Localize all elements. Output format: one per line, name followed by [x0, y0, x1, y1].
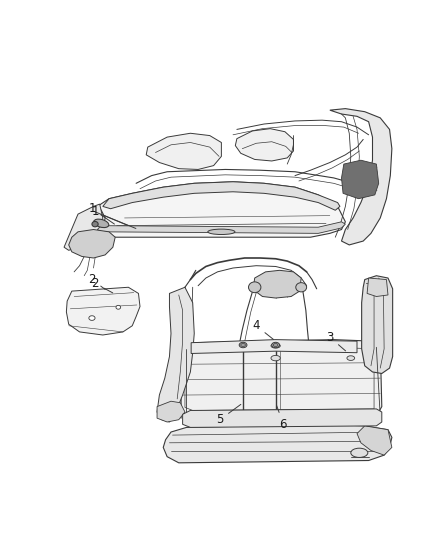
- Ellipse shape: [208, 229, 235, 235]
- Ellipse shape: [89, 316, 95, 320]
- Ellipse shape: [94, 219, 109, 228]
- Polygon shape: [191, 340, 357, 353]
- Polygon shape: [97, 222, 346, 233]
- Ellipse shape: [248, 282, 261, 293]
- Text: 2: 2: [88, 273, 105, 289]
- Polygon shape: [67, 287, 140, 335]
- Polygon shape: [97, 182, 346, 237]
- Text: 6: 6: [276, 406, 287, 431]
- Ellipse shape: [272, 342, 279, 348]
- Polygon shape: [146, 133, 221, 169]
- Ellipse shape: [239, 342, 247, 348]
- Polygon shape: [157, 287, 194, 422]
- Ellipse shape: [351, 448, 368, 457]
- Polygon shape: [179, 340, 382, 417]
- Ellipse shape: [271, 343, 280, 348]
- Text: 1: 1: [91, 205, 136, 229]
- Polygon shape: [103, 182, 340, 210]
- Ellipse shape: [273, 343, 278, 346]
- Polygon shape: [367, 278, 388, 296]
- Ellipse shape: [241, 343, 245, 346]
- Polygon shape: [64, 204, 103, 251]
- Polygon shape: [253, 270, 301, 298]
- Polygon shape: [357, 426, 392, 455]
- Text: 2: 2: [91, 277, 113, 293]
- Text: 1: 1: [88, 202, 114, 224]
- Ellipse shape: [347, 356, 355, 360]
- Polygon shape: [342, 160, 379, 199]
- Polygon shape: [362, 276, 392, 374]
- Polygon shape: [69, 230, 115, 258]
- Text: 4: 4: [252, 319, 273, 340]
- Text: 5: 5: [216, 405, 241, 426]
- Polygon shape: [183, 409, 382, 427]
- Ellipse shape: [271, 356, 280, 361]
- Ellipse shape: [92, 221, 98, 227]
- Polygon shape: [163, 424, 392, 463]
- Ellipse shape: [296, 282, 307, 292]
- Polygon shape: [330, 109, 392, 245]
- Polygon shape: [157, 401, 185, 422]
- Polygon shape: [235, 128, 293, 161]
- Text: 3: 3: [326, 331, 346, 351]
- Ellipse shape: [116, 305, 120, 309]
